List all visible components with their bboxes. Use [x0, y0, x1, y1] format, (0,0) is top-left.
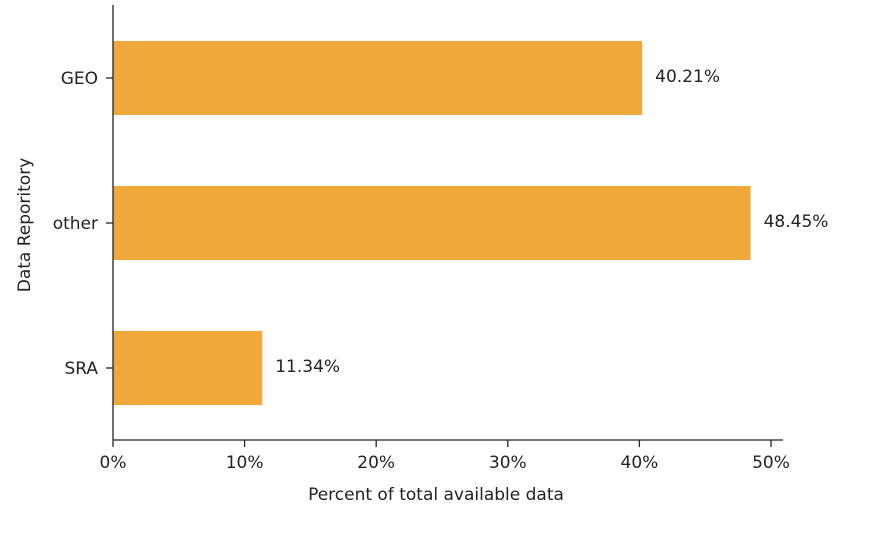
y-axis-title: Data Reporitory [15, 158, 35, 293]
y-tick-label: GEO [61, 69, 98, 89]
y-tick-label: other [53, 214, 98, 234]
y-tick-label: SRA [64, 359, 98, 379]
x-tick-label: 50% [752, 453, 790, 473]
x-ticks-group: 0% 10% 20% 30% 40% 50% [100, 440, 790, 473]
x-tick-label: 20% [357, 453, 395, 473]
x-axis-title: Percent of total available data [308, 485, 564, 505]
bar-sra [113, 331, 263, 405]
x-tick-label: 0% [100, 453, 127, 473]
bar-other [113, 186, 751, 260]
x-tick-label: 30% [489, 453, 527, 473]
x-tick-label: 10% [226, 453, 264, 473]
y-ticks-group: GEO other SRA [53, 69, 113, 379]
data-label-geo: 40.21% [655, 67, 720, 87]
data-label-other: 48.45% [764, 212, 829, 232]
x-tick-label: 40% [621, 453, 659, 473]
data-labels-group: 40.21% 48.45% 11.34% [275, 67, 828, 377]
bars-group [113, 41, 751, 405]
data-label-sra: 11.34% [275, 357, 340, 377]
bar-geo [113, 41, 643, 115]
